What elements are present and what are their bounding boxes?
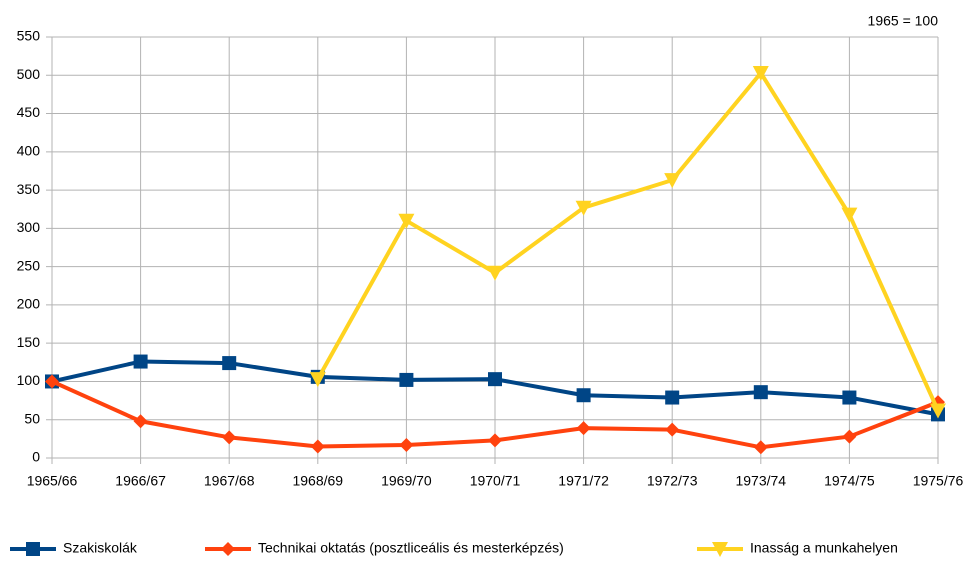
marker [842,390,857,405]
x-tick-label: 1966/67 [115,473,166,489]
marker [221,542,235,556]
marker [753,440,768,455]
y-tick-label: 350 [17,181,41,197]
marker [222,356,237,371]
marker [133,414,148,429]
y-tick-label: 100 [17,372,41,388]
y-tick-label: 150 [17,334,41,350]
y-tick-label: 250 [17,257,41,273]
marker [399,372,414,387]
x-tick-label: 1973/74 [735,473,786,489]
marker [45,374,59,389]
x-tick-label: 1971/72 [558,473,609,489]
marker [930,403,946,419]
marker [488,372,502,387]
y-tick-label: 450 [17,104,41,120]
x-tick-label: 1965/66 [27,473,78,489]
marker [309,372,326,388]
y-tick-label: 200 [17,296,41,312]
marker [487,265,503,281]
marker [665,390,680,405]
y-tick-label: 0 [32,449,40,465]
x-tick-label: 1969/70 [381,473,432,489]
marker [488,433,502,448]
marker [841,207,858,223]
marker [842,429,857,444]
annotation: 1965 = 100 [868,13,939,29]
x-tick-label: 1974/75 [824,473,875,489]
marker [665,422,680,437]
marker [26,542,40,556]
marker [753,385,768,400]
marker [222,430,237,445]
marker [575,200,592,216]
series-line [316,70,940,412]
marker [712,542,728,557]
marker [664,173,681,189]
x-tick-label: 1968/69 [292,473,343,489]
marker [576,421,591,436]
y-tick-label: 300 [17,219,41,235]
marker [310,439,325,454]
y-tick-label: 550 [17,28,41,44]
marker [398,213,415,229]
x-tick-label: 1975/76 [913,473,964,489]
marker [399,437,414,452]
legend-label: Inasság a munkahelyen [750,540,898,556]
marker [133,354,148,369]
y-tick-label: 50 [24,410,40,426]
y-tick-label: 500 [17,66,41,82]
legend-label: Technikai oktatás (posztliceális és mest… [258,540,564,556]
legend-label: Szakiskolák [63,540,138,556]
x-tick-label: 1972/73 [647,473,698,489]
marker [576,388,591,403]
y-tick-label: 400 [17,143,41,159]
marker [752,65,769,81]
x-tick-label: 1967/68 [204,473,255,489]
x-tick-label: 1970/71 [470,473,521,489]
